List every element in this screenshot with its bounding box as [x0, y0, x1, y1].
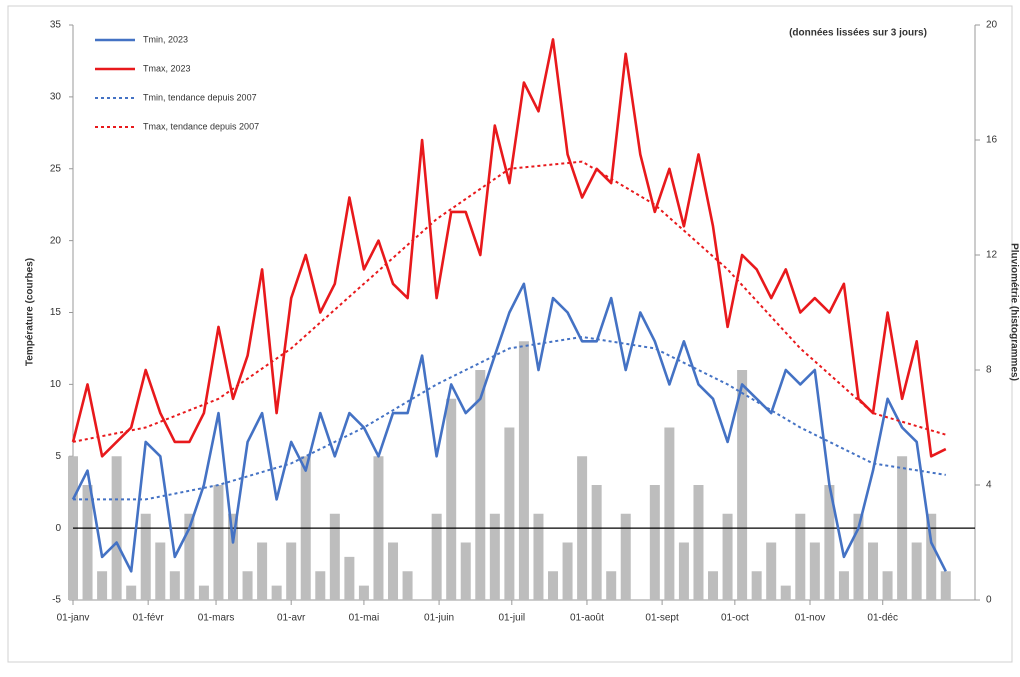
- rain-bar: [155, 542, 166, 600]
- rain-bar: [693, 485, 704, 600]
- y2-tick-label: 20: [986, 20, 998, 31]
- rain-bar: [184, 513, 195, 600]
- legend-label: Tmin, 2023: [143, 34, 188, 44]
- rain-bar: [446, 398, 457, 600]
- rain-bar: [795, 513, 806, 600]
- temperature-line: [71, 38, 947, 458]
- y2-tick-label: 12: [986, 250, 998, 261]
- rain-bar: [853, 513, 864, 600]
- y-tick-label: 35: [50, 20, 62, 31]
- x-tick-label: 01-nov: [795, 613, 826, 624]
- legend-label: Tmin, tendance depuis 2007: [143, 92, 257, 102]
- rain-bar: [678, 542, 689, 600]
- rain-bar: [475, 370, 486, 600]
- rain-bar: [388, 542, 399, 600]
- y2-tick-label: 0: [986, 595, 992, 606]
- rain-bar: [504, 427, 515, 600]
- rain-bar: [402, 571, 413, 600]
- rain-bar: [664, 427, 675, 600]
- rain-bar: [126, 585, 137, 600]
- x-tick-label: 01-juin: [424, 613, 454, 624]
- x-tick-label: 01-févr: [133, 613, 165, 624]
- rain-bar: [315, 571, 326, 600]
- rain-bar: [518, 341, 529, 600]
- rain-bar: [242, 571, 253, 600]
- x-tick-label: 01-déc: [867, 613, 898, 624]
- rain-bar: [169, 571, 180, 600]
- x-tick-label: 01-août: [570, 613, 604, 624]
- y2-axis-title: Pluviométrie (histogrammes): [1008, 243, 1019, 381]
- annotation: (données lissées sur 3 jours): [789, 28, 927, 39]
- y2-tick-label: 16: [986, 135, 998, 146]
- rain-bar: [548, 571, 559, 600]
- rain-bar: [620, 513, 631, 600]
- rain-bar: [82, 485, 93, 600]
- rain-bar: [198, 585, 209, 600]
- x-tick-label: 01-mai: [349, 613, 380, 624]
- rain-bar: [824, 485, 835, 600]
- x-tick-label: 01-sept: [645, 613, 679, 624]
- rain-bar: [533, 513, 544, 600]
- x-tick-label: 01-juil: [498, 613, 525, 624]
- rain-bar: [140, 513, 151, 600]
- y-tick-label: 5: [55, 451, 61, 462]
- rain-bar: [882, 571, 893, 600]
- rain-bar: [940, 571, 951, 600]
- rain-bar: [926, 513, 937, 600]
- rain-bar: [489, 513, 500, 600]
- trend-line: [72, 160, 947, 443]
- rain-bar: [868, 542, 879, 600]
- rain-bar: [838, 571, 849, 600]
- x-tick-label: 01-janv: [57, 613, 90, 624]
- y2-tick-label: 8: [986, 365, 992, 376]
- x-tick-label: 01-avr: [277, 613, 306, 624]
- rain-bar: [722, 513, 733, 600]
- y-tick-label: 10: [50, 379, 62, 390]
- y-tick-label: 25: [50, 163, 62, 174]
- rain-bar: [737, 370, 748, 600]
- rain-bar: [591, 485, 602, 600]
- rain-bar: [271, 585, 282, 600]
- y-tick-label: 20: [50, 235, 62, 246]
- rain-bar: [257, 542, 268, 600]
- x-tick-label: 01-oct: [721, 613, 749, 624]
- y-axis-title: Température (courbes): [25, 258, 36, 366]
- rain-bar: [562, 542, 573, 600]
- rain-bar: [344, 556, 355, 600]
- rain-bar: [649, 485, 660, 600]
- y-tick-label: -5: [52, 595, 61, 606]
- rain-bar: [228, 513, 239, 600]
- rain-bar: [809, 542, 820, 600]
- rain-bar: [766, 542, 777, 600]
- y2-tick-label: 4: [986, 480, 992, 491]
- temperature-line: [71, 282, 947, 573]
- legend-label: Tmax, 2023: [143, 63, 191, 73]
- rain-bar: [460, 542, 471, 600]
- trend-line: [73, 335, 946, 501]
- rain-bar: [606, 571, 617, 600]
- rain-bar: [286, 542, 297, 600]
- rain-bar: [358, 585, 369, 600]
- rain-bar: [708, 571, 719, 600]
- x-tick-label: 01-mars: [198, 613, 235, 624]
- rain-bar: [329, 513, 340, 600]
- rain-bar: [97, 571, 108, 600]
- y-tick-label: 30: [50, 92, 62, 103]
- rain-bar: [213, 485, 224, 600]
- y-tick-label: 15: [50, 307, 62, 318]
- rain-bar: [431, 513, 442, 600]
- rain-bar: [780, 585, 791, 600]
- legend-label: Tmax, tendance depuis 2007: [143, 121, 259, 131]
- rain-bar: [751, 571, 762, 600]
- y-tick-label: 0: [55, 523, 61, 534]
- rain-bar: [911, 542, 922, 600]
